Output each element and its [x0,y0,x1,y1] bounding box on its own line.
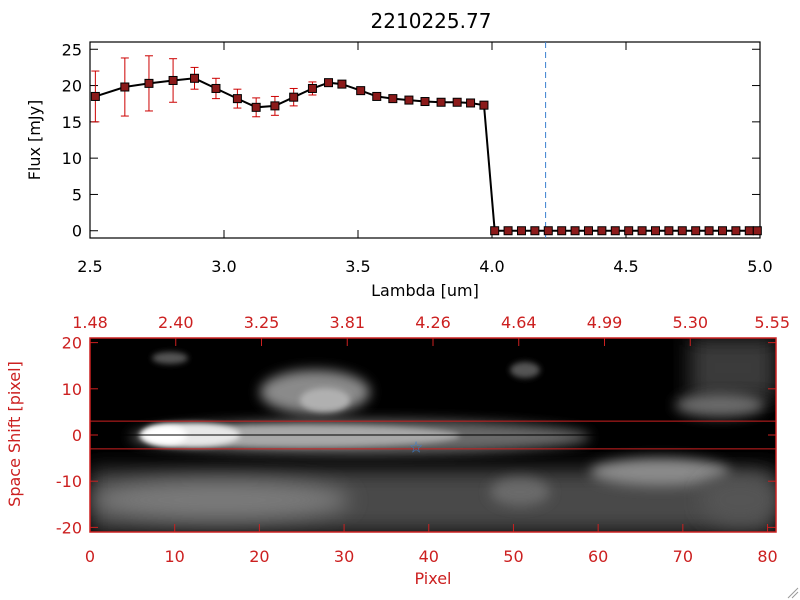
image-y-tick-label: 10 [62,380,82,399]
spectrum-point [557,226,567,236]
spectrum-point [704,226,714,236]
spectrum-y-tick-label: 0 [72,222,82,241]
spectrum-x-tick-label: 4.5 [613,257,638,276]
spectrum-points [90,73,762,236]
image-y-tick-label: 20 [62,334,82,353]
spectrum-point [270,101,280,111]
image-horizontal-lines [90,420,776,450]
spectrum-y-tick-label: 20 [62,77,82,96]
spectrum-point [307,83,317,93]
image-x-label: Pixel [414,569,451,588]
spectrum-point [168,75,178,85]
image-top-tick-label: 4.26 [415,313,451,332]
spectrum-point [372,91,382,101]
spectrum-point [90,91,100,101]
image-top-tick-label: 5.30 [672,313,708,332]
spectrum-point [650,226,660,236]
image-x-tick-label: 10 [165,547,185,566]
image-top-tick-label: 5.55 [754,313,790,332]
spectrum-point [490,226,500,236]
spectrum-point [731,226,741,236]
spectrum-plot-frame [89,41,761,239]
spectrum-x-label: Lambda [um] [371,281,479,300]
spectrum-x-tick-label: 2.5 [77,257,102,276]
spectrum-point [404,95,414,105]
image-y-tick-label: -20 [56,518,82,537]
image-x-tick-label: 80 [757,547,777,566]
image-y-ticks: -20 -10 0 10 20 [56,334,776,537]
spectrum-point [637,226,647,236]
spectrum-point [597,226,607,236]
spectrum-point [717,226,727,236]
spectrum-x-tick-label: 5.0 [747,257,772,276]
image-top-tick-label: 4.64 [501,313,537,332]
spectrum-panel: 2210225.77 0 5 10 15 20 25 2.5 3.0 3.5 4.0 4.5 5.0… [25,9,773,300]
star-marker: ☆ [409,438,423,457]
spectrum-y-tick-label: 15 [62,113,82,132]
spectrum-point [211,83,221,93]
spectrum-point [452,97,462,107]
spectrum-point [420,97,430,107]
image-top-tick-label: 1.48 [72,313,108,332]
spectrum-point [466,98,476,108]
spectrum-point [610,226,620,236]
spectrum-point [570,226,580,236]
image-x-tick-label: 50 [503,547,523,566]
image-x-tick-label: 60 [588,547,608,566]
spectrum-point [530,226,540,236]
spectrum-point [624,226,634,236]
spectrum-point [251,102,261,112]
image-x-tick-label: 40 [419,547,439,566]
image-top-tick-label: 2.40 [158,313,194,332]
image-top-tick-label: 3.81 [329,313,365,332]
spectrum-point [691,226,701,236]
spectrum-x-tick-label: 4.0 [479,257,504,276]
image-y-label: Space Shift [pixel] [5,361,24,507]
spectrum-point [436,97,446,107]
image-y-tick-label: 0 [72,426,82,445]
spectrum-y-tick-label: 10 [62,149,82,168]
image-y-tick-label: -10 [56,472,82,491]
spectrum-point [356,86,366,96]
image-x-tick-label: 0 [85,547,95,566]
spectrum-point [503,226,513,236]
spectrum-point [337,79,347,89]
spectrum-point [479,100,489,110]
spectrum-point [388,94,398,104]
image-x-tick-label: 30 [334,547,354,566]
spectrum-point [744,226,754,236]
spectrum-y-tick-label: 5 [72,185,82,204]
spectrum-point [543,226,553,236]
spectrum-point [664,226,674,236]
spectrum-point [232,94,242,104]
spectrum-y-label: Flux [mJy] [25,100,44,181]
spectrum-x-ticks: 2.5 3.0 3.5 4.0 4.5 5.0 [77,42,773,276]
spectrum-point [516,226,526,236]
spectrum-y-ticks: 0 5 10 15 20 25 [62,40,760,241]
image-panel: ☆ -20 -10 0 10 20 0 10 20 30 40 50 60 70 80 1.48 2.40… [5,313,790,588]
resize-grip-icon[interactable] [787,587,799,599]
image-top-tick-label: 3.25 [244,313,280,332]
image-top-tick-label: 4.99 [587,313,623,332]
image-x-tick-label: 70 [673,547,693,566]
spectrum-point [120,82,130,92]
spectrum-point [752,226,762,236]
spectrum-x-tick-label: 3.5 [345,257,370,276]
image-x-ticks: 0 10 20 30 40 50 60 70 80 [85,524,778,566]
spectrum-point [289,92,299,102]
spectrum-error-bars [91,55,488,123]
image-top-wavelength-ticks: 1.48 2.40 3.25 3.81 4.26 4.64 4.99 5.30 5.55 [72,313,790,346]
spectrum-point [324,78,334,88]
spectrum-x-tick-label: 3.0 [211,257,236,276]
spectrum-y-tick-label: 25 [62,40,82,59]
spectrum-point [144,78,154,88]
spectrum-title: 2210225.77 [371,9,492,33]
image-x-tick-label: 20 [249,547,269,566]
spectrum-point [677,226,687,236]
spectrum-point [190,73,200,83]
spectrum-point [583,226,593,236]
